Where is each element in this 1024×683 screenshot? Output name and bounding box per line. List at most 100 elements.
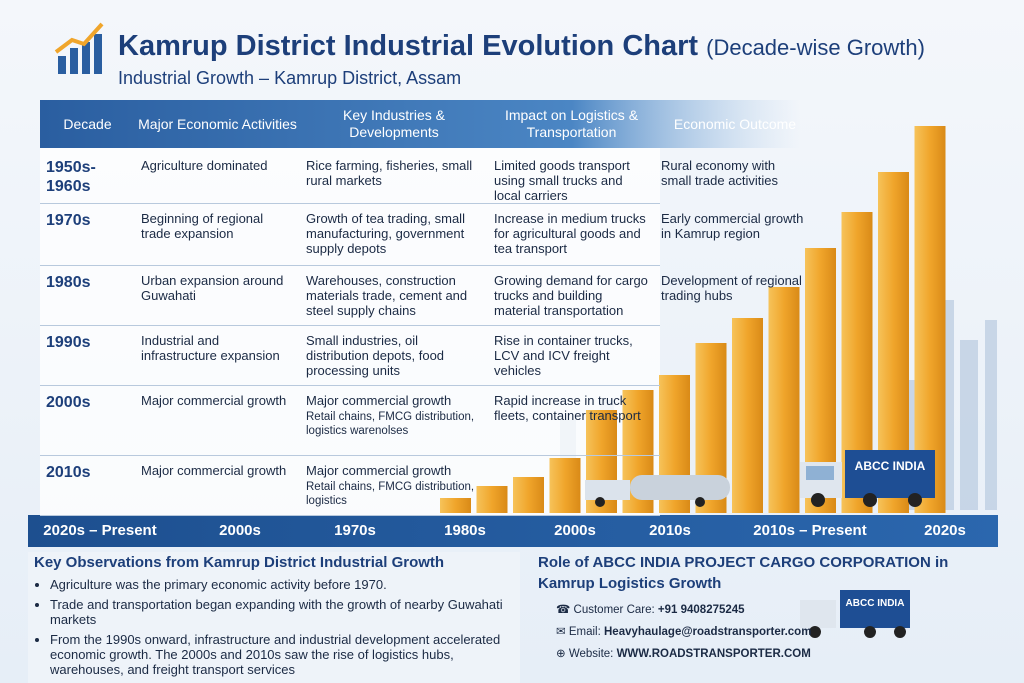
timeline-label: 1970s	[334, 522, 376, 539]
row-divider	[40, 455, 660, 456]
timeline-strip	[28, 515, 998, 547]
growth-bar	[914, 126, 946, 513]
decade-cell: 1970s	[40, 203, 135, 265]
title-text: Kamrup District Industrial Evolution Cha…	[118, 30, 699, 62]
decade: 2000s	[46, 394, 91, 411]
decade-cell: 1950s-1960s	[40, 150, 135, 203]
logistics: Rise in container trucks, LCV and ICV fr…	[494, 333, 633, 378]
tanker	[585, 475, 730, 507]
logistics: Growing demand for cargo trucks and buil…	[494, 273, 648, 318]
activities: Beginning of regional trade expansion	[141, 211, 264, 241]
title: Kamrup District Industrial Evolution Cha…	[118, 30, 925, 63]
truck-label: ABCC INDIA	[846, 598, 905, 609]
industries: Major commercial growth	[306, 393, 452, 408]
outcome: Rural economy with small trade activitie…	[661, 158, 779, 188]
decade: 1980s	[46, 274, 91, 291]
website: ⊕ Website: WWW.ROADSTRANSPORTER.COM	[556, 648, 811, 660]
activities-cell: Major commercial growth	[135, 455, 300, 515]
logistics: Rapid increase in truck fleets, containe…	[494, 393, 641, 423]
website-url: WWW.ROADSTRANSPORTER.COM	[616, 648, 811, 660]
industries-cell: Major commercial growth Retail chains, FM…	[300, 455, 488, 515]
observations-title: Key Observations from Kamrup District In…	[34, 554, 445, 571]
subtitle: Industrial Growth – Kamrup District, Ass…	[118, 68, 462, 88]
activities-cell: Industrial and infrastructure expansion	[135, 325, 300, 385]
logo-icon	[54, 22, 104, 74]
logistics-cell: Rise in container trucks, LCV and ICV fr…	[488, 325, 655, 385]
industries: Rice farming, fisheries, small rural mar…	[306, 158, 473, 188]
outcome-cell: Early commercial growth in Kamrup region	[655, 203, 815, 265]
industries: Small industries, oil distribution depot…	[306, 333, 445, 378]
activities-cell: Beginning of regional trade expansion	[135, 203, 300, 265]
email-address: Heavyhaulage@roadstransporter.com	[604, 626, 812, 638]
outcome: Development of regional trading hubs	[661, 273, 802, 303]
website-label: Website:	[568, 648, 614, 660]
decade: 1970s	[46, 212, 91, 229]
industries-cell: Warehouses, construction materials trade…	[300, 265, 488, 325]
truck: ABCC INDIA	[800, 450, 935, 507]
industries-cell: Rice farming, fisheries, small rural mar…	[300, 150, 488, 203]
customer-care-label: Customer Care:	[573, 604, 655, 616]
timeline-label: 2010s – Present	[753, 522, 867, 539]
customer-care-number: +91 9408275245	[657, 604, 745, 616]
activities-cell: Major commercial growth	[135, 385, 300, 455]
logistics: Limited goods transport using small truc…	[494, 158, 630, 203]
decade: 1990s	[46, 334, 91, 351]
activities: Major commercial growth	[141, 393, 287, 408]
observations-panel	[28, 552, 520, 683]
observation: From the 1990s onward, infrastructure an…	[50, 632, 518, 677]
activities-cell: Agriculture dominated	[135, 150, 300, 203]
industries-cell: Small industries, oil distribution depot…	[300, 325, 488, 385]
industries: Major commercial growth	[306, 463, 452, 478]
industries: Warehouses, construction materials trade…	[306, 273, 468, 318]
decade-cell: 2000s	[40, 385, 135, 455]
activities-cell: Urban expansion around Guwahati	[135, 265, 300, 325]
table-body	[40, 148, 660, 515]
logistics-cell: Rapid increase in truck fleets, containe…	[488, 385, 655, 455]
email: ✉ Email: Heavyhaulage@roadstransporter.c…	[556, 626, 812, 638]
outcome-cell: Development of regional trading hubs	[655, 265, 815, 325]
observation: Trade and transportation began expanding…	[50, 597, 518, 627]
title-note: (Decade-wise Growth)	[706, 35, 925, 60]
row-divider	[40, 385, 660, 386]
activities: Agriculture dominated	[141, 158, 268, 173]
industries-cell: Major commercial growth Retail chains, FM…	[300, 385, 488, 455]
growth-bar	[440, 498, 471, 513]
logistics-cell: Increase in medium trucks for agricultur…	[488, 203, 655, 265]
logistics: Increase in medium trucks for agricultur…	[494, 211, 646, 256]
truck-small: ABCC INDIA	[800, 590, 910, 638]
logistics-cell: Limited goods transport using small truc…	[488, 150, 655, 203]
decade: 2010s	[46, 464, 91, 481]
column-header: Decade	[63, 115, 112, 132]
customer-care: ☎ Customer Care: +91 9408275245	[556, 604, 745, 616]
observations: Key Observations from Kamrup District In…	[28, 552, 518, 683]
role-title: Role of ABCC INDIA PROJECT CARGO CORPORA…	[538, 554, 949, 592]
decade-cell: 2010s	[40, 455, 135, 515]
truck-label: ABCC INDIA	[855, 459, 926, 473]
growth-bar	[513, 477, 544, 513]
timeline-label: 2000s	[219, 522, 261, 539]
activities: Industrial and infrastructure expansion	[141, 333, 280, 363]
growth-bar	[549, 458, 581, 513]
activities: Urban expansion around Guwahati	[141, 273, 284, 303]
decade-cell: 1990s	[40, 325, 135, 385]
outcome: Early commercial growth in Kamrup region	[661, 211, 804, 241]
growth-bar	[476, 486, 508, 513]
decade-cell: 1980s	[40, 265, 135, 325]
column-header: Economic Outcome	[673, 115, 797, 132]
timeline-label: 2020s	[924, 522, 966, 539]
row-divider	[40, 325, 660, 326]
timeline-label: 2010s	[649, 522, 691, 539]
industries-detail: Retail chains, FMCG distribution, logist…	[306, 411, 475, 437]
row-divider	[40, 203, 660, 204]
outcome-cell: Rural economy with small trade activitie…	[655, 150, 815, 203]
timeline-label: 2020s – Present	[43, 522, 157, 539]
column-header: Major Economic Activities	[138, 115, 297, 132]
industries-detail: Retail chains, FMCG distribution, logist…	[306, 481, 475, 507]
email-label: Email:	[568, 626, 601, 638]
role-section: Role of ABCC INDIA PROJECT CARGO CORPORA…	[538, 552, 1008, 660]
column-header: Impact on Logistics & Transportation	[504, 107, 639, 140]
growth-bar	[768, 287, 800, 513]
row-divider	[40, 265, 660, 266]
